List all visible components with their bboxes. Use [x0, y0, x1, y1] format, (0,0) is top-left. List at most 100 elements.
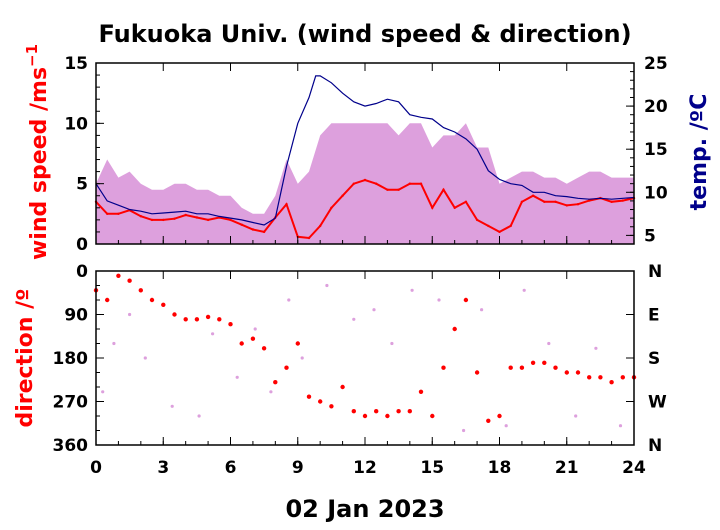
direction-point	[250, 336, 256, 341]
direction-scatter-point	[480, 308, 484, 312]
wind-speed-point	[509, 224, 512, 228]
x-tick-label: 18	[488, 458, 512, 478]
wind-speed-point	[285, 203, 288, 206]
direction-point	[486, 418, 491, 423]
x-tick-label: 9	[292, 458, 304, 478]
wind-speed-point	[184, 213, 187, 217]
wind-speed-point	[543, 200, 546, 203]
direction-scatter-point	[594, 346, 598, 350]
x-tick-label: 12	[353, 458, 377, 478]
wind-speed-point	[442, 188, 445, 191]
wind-speed-label-text: wind speed /ms	[27, 67, 52, 260]
direction-point	[228, 322, 233, 327]
direction-point	[172, 312, 177, 317]
wind-speed-point	[386, 188, 389, 191]
x-tick-label: 3	[157, 458, 169, 478]
direction-scatter-point	[410, 288, 414, 292]
direction-point	[127, 278, 132, 283]
direction-point	[620, 375, 625, 380]
direction-tick-label: 270	[53, 393, 89, 413]
direction-point	[575, 370, 581, 375]
direction-panel: 0 3 6 9 12 15 18 21 24 0 N 90 E 180 S 270 W 360 N	[53, 262, 668, 478]
direction-point	[553, 365, 558, 370]
direction-point	[564, 370, 569, 375]
direction-scatter-point	[437, 298, 441, 302]
wind-speed-point	[487, 224, 490, 228]
direction-point	[217, 317, 222, 322]
wind-speed-point	[307, 236, 311, 240]
direction-point	[340, 384, 345, 390]
direction-point	[474, 370, 480, 375]
bottom-frame	[95, 270, 635, 446]
wind-speed-point	[576, 203, 580, 206]
direction-scatter-point	[547, 341, 551, 346]
wind-speed-point	[431, 206, 434, 209]
chart-title: Fukuoka Univ. (wind speed & direction)	[98, 20, 631, 48]
direction-point	[295, 341, 300, 346]
wind-speed-point	[240, 223, 243, 226]
wind-speed-point	[229, 218, 232, 222]
direction-point	[273, 380, 278, 385]
direction-point	[407, 409, 412, 414]
direction-scatter-point	[235, 375, 239, 379]
compass-tick-label: N	[648, 436, 662, 456]
wind-speed-point	[453, 206, 456, 209]
direction-point	[194, 317, 200, 322]
direction-point	[418, 389, 424, 394]
direction-point	[239, 341, 244, 346]
wind-speed-point	[173, 217, 176, 220]
direction-tick-label: 90	[64, 306, 88, 326]
direction-scatter-point	[101, 390, 105, 394]
wind-speed-point	[621, 199, 624, 202]
direction-point	[284, 365, 289, 370]
wind-speed-point	[565, 204, 568, 207]
direction-scatter-point	[112, 341, 116, 346]
wind-speed-point	[150, 218, 154, 222]
y2-tick-label: 20	[644, 97, 668, 117]
wind-speed-point	[341, 194, 344, 197]
direction-point	[441, 365, 446, 370]
direction-scatter-point	[522, 288, 526, 292]
x-tick-label: 21	[555, 458, 579, 478]
wind-speed-point	[554, 200, 557, 203]
wind-speed-point	[262, 230, 266, 234]
direction-scatter-point	[300, 356, 304, 360]
direction-point	[149, 297, 155, 303]
direction-scatter-point	[504, 424, 508, 428]
wind-speed-point	[363, 178, 367, 182]
direction-tick-label: 0	[76, 262, 88, 282]
direction-point	[318, 399, 323, 404]
x-tick-label: 6	[225, 458, 237, 478]
direction-point	[530, 360, 536, 365]
direction-scatter-point	[574, 414, 578, 418]
y-tick-label: 10	[64, 114, 88, 134]
y2-tick-label: 5	[644, 226, 656, 246]
y2-tick-label: 10	[644, 183, 668, 203]
gust-area	[96, 123, 634, 244]
wind-speed-point	[352, 182, 355, 185]
y-axis-label-wind-speed: wind speed /ms−1	[23, 44, 52, 260]
y-axis-label-direction: direction /º	[13, 288, 38, 427]
direction-point	[497, 413, 502, 419]
wind-speed-point	[195, 216, 199, 219]
direction-point	[587, 375, 592, 380]
direction-point	[205, 314, 211, 320]
wind-speed-point	[162, 218, 165, 222]
wind-speed-point	[588, 199, 591, 202]
direction-point	[351, 409, 356, 414]
direction-point	[463, 297, 469, 303]
compass-tick-label: S	[648, 349, 660, 369]
direction-scatter-point	[197, 414, 201, 418]
y-tick-label: 15	[64, 54, 88, 74]
y-tick-label: 5	[76, 175, 88, 195]
wind-speed-point	[206, 218, 210, 222]
direction-tick-label: 360	[53, 436, 89, 456]
direction-point	[430, 413, 435, 419]
direction-point	[542, 360, 547, 365]
direction-point	[161, 302, 166, 307]
direction-point	[306, 394, 312, 399]
direction-scatter-point	[253, 327, 257, 331]
direction-point	[609, 380, 614, 385]
direction-scatter-point	[128, 312, 132, 317]
direction-point	[452, 326, 457, 332]
